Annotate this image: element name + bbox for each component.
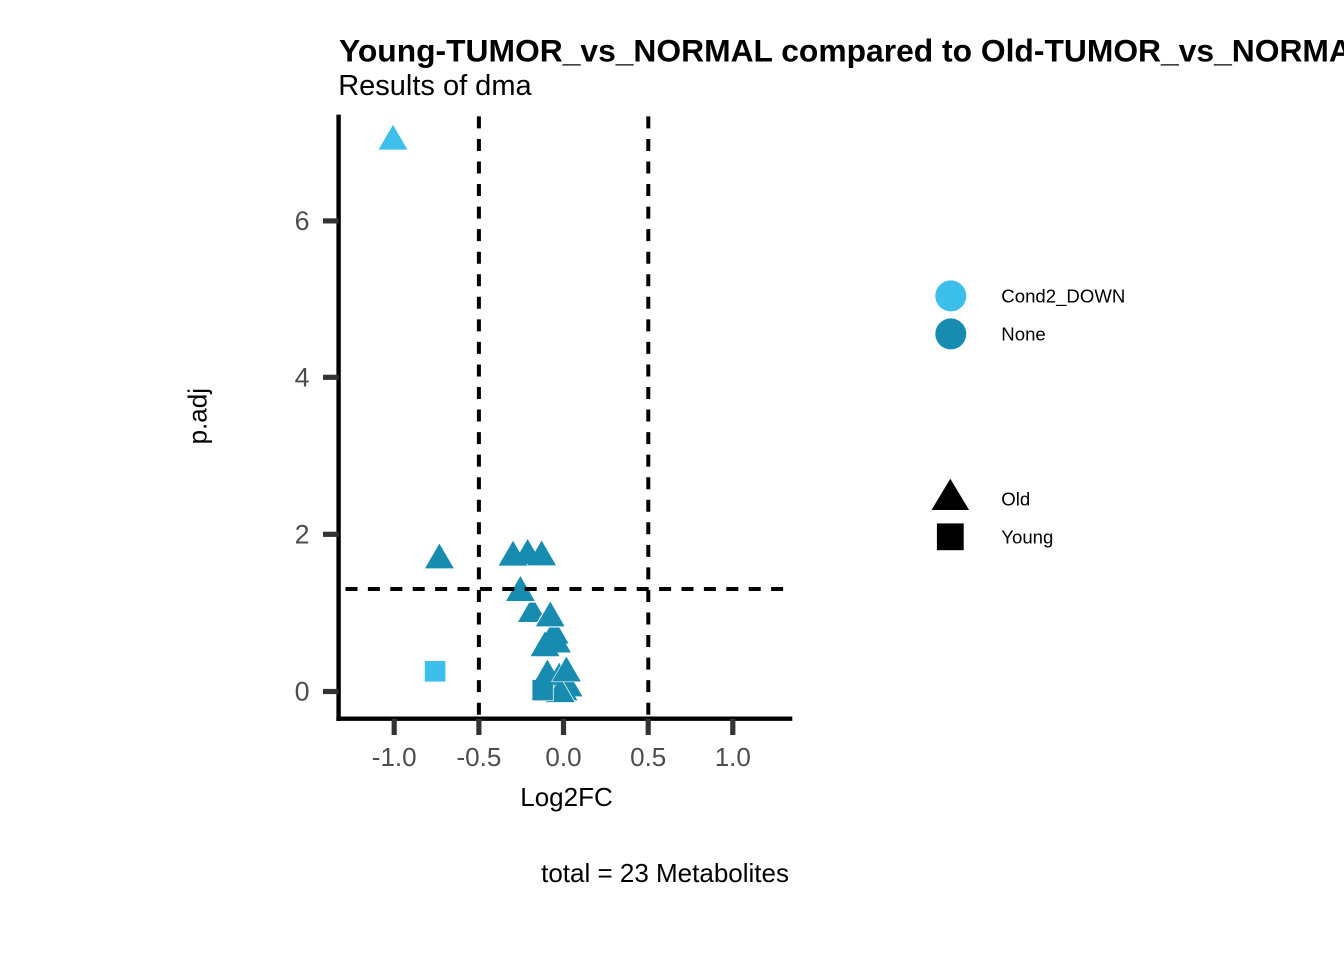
svg-text:total = 23 Metabolites: total = 23 Metabolites	[541, 858, 789, 888]
svg-text:Old: Old	[1001, 488, 1030, 509]
svg-text:2: 2	[295, 519, 310, 549]
svg-text:4: 4	[295, 362, 310, 392]
svg-text:Results of dma: Results of dma	[338, 70, 532, 102]
svg-text:0.5: 0.5	[630, 742, 666, 772]
svg-text:1.0: 1.0	[715, 742, 751, 772]
svg-text:Log2FC: Log2FC	[520, 782, 613, 812]
svg-text:6: 6	[295, 206, 310, 236]
svg-text:-0.5: -0.5	[456, 742, 501, 772]
svg-text:0: 0	[295, 677, 310, 707]
svg-text:None: None	[1001, 323, 1045, 344]
svg-text:Young: Young	[1001, 526, 1053, 547]
svg-text:0.0: 0.0	[545, 742, 581, 772]
svg-text:Young-TUMOR_vs_NORMAL compared: Young-TUMOR_vs_NORMAL compared to Old-TU…	[339, 33, 1344, 69]
svg-text:Cond2_DOWN: Cond2_DOWN	[1001, 285, 1125, 307]
svg-text:-1.0: -1.0	[372, 742, 417, 772]
svg-text:p.adj: p.adj	[183, 388, 213, 444]
